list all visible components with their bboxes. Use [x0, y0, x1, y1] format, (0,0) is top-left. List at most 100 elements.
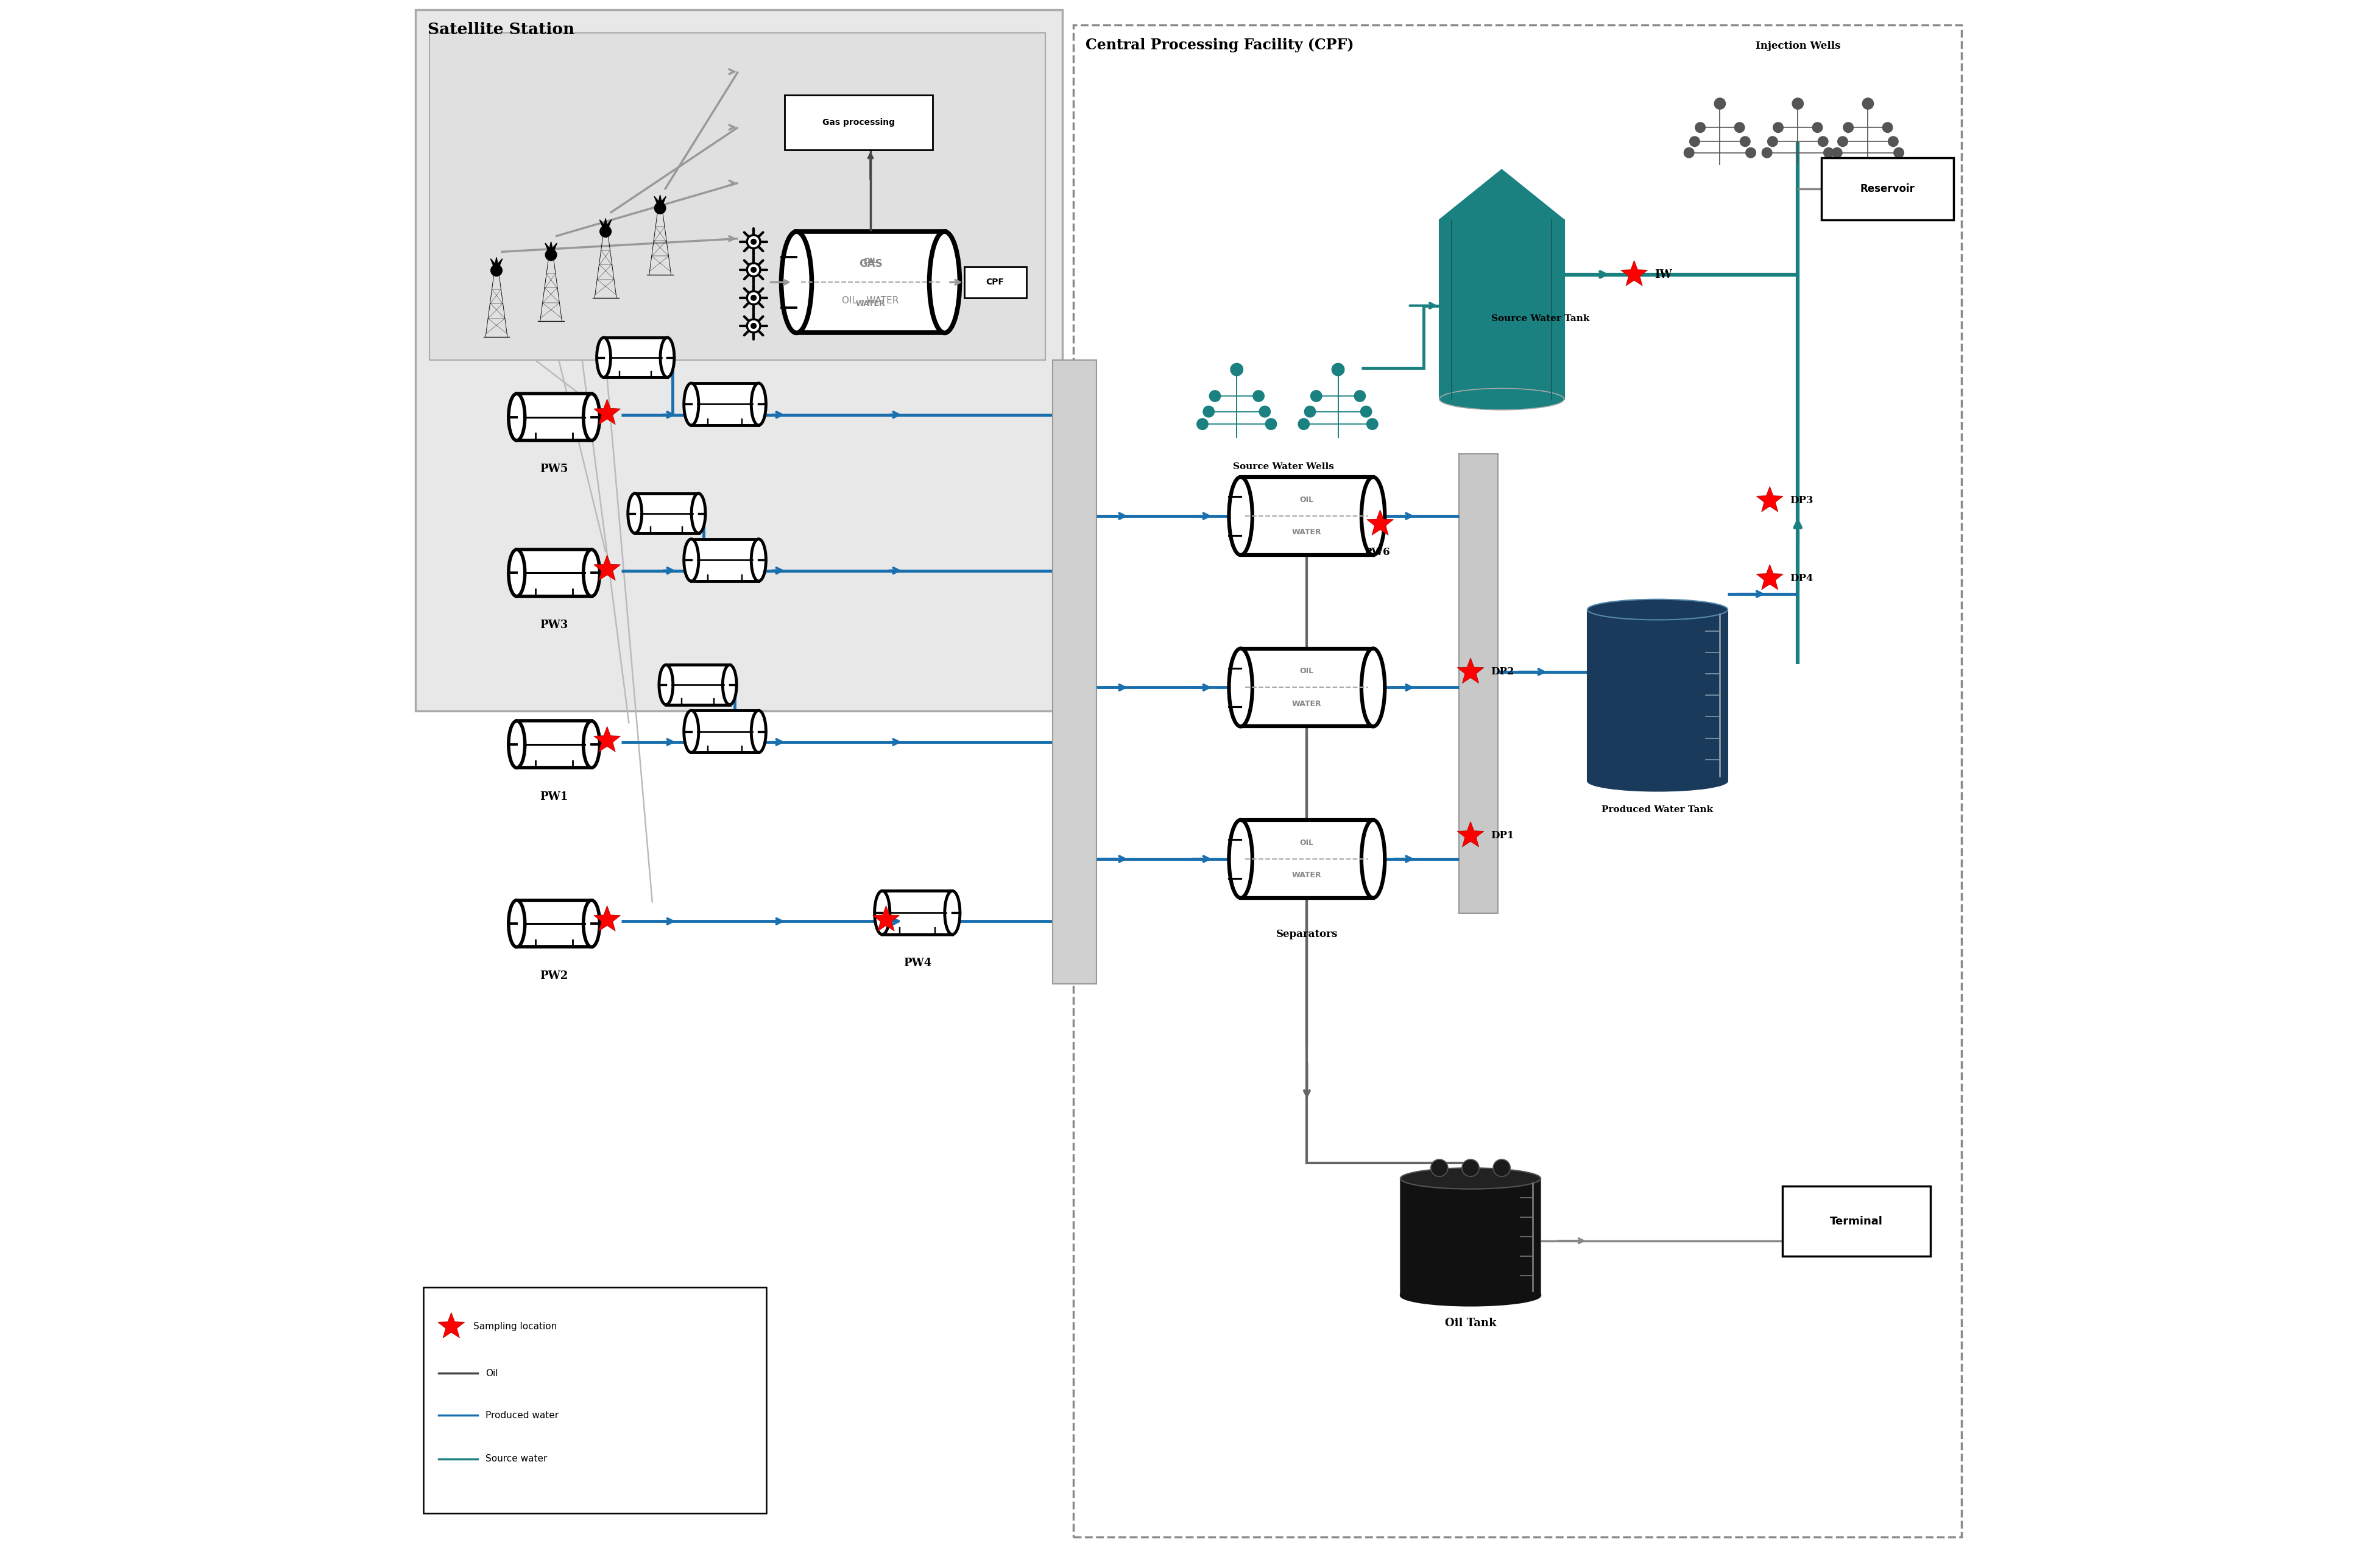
Polygon shape	[657, 195, 662, 206]
Circle shape	[1354, 390, 1366, 401]
Bar	[516, 550, 593, 597]
Ellipse shape	[1228, 476, 1252, 555]
Text: Separators: Separators	[1276, 929, 1338, 939]
Circle shape	[1842, 122, 1854, 133]
Text: DP2: DP2	[1490, 667, 1514, 676]
Polygon shape	[1621, 261, 1647, 286]
Circle shape	[747, 319, 759, 333]
Circle shape	[1814, 122, 1823, 133]
Bar	[1240, 648, 1373, 726]
Ellipse shape	[1399, 1286, 1540, 1306]
Text: DP3: DP3	[1790, 495, 1814, 506]
Circle shape	[747, 291, 759, 305]
Circle shape	[1333, 364, 1345, 376]
Polygon shape	[655, 197, 662, 206]
Polygon shape	[657, 197, 666, 206]
Circle shape	[1768, 136, 1778, 147]
Bar	[1440, 220, 1564, 400]
Circle shape	[1230, 364, 1242, 376]
Circle shape	[752, 295, 757, 300]
Circle shape	[1304, 406, 1316, 417]
Polygon shape	[550, 244, 557, 251]
Circle shape	[1837, 136, 1847, 147]
Text: Oil Tank: Oil Tank	[1445, 1318, 1497, 1329]
Circle shape	[1833, 148, 1842, 158]
Polygon shape	[600, 220, 607, 230]
Circle shape	[1887, 136, 1899, 147]
Circle shape	[1197, 419, 1209, 430]
Ellipse shape	[583, 550, 600, 597]
Circle shape	[1740, 136, 1749, 147]
Bar	[1399, 1178, 1540, 1295]
Polygon shape	[605, 219, 607, 230]
Ellipse shape	[509, 394, 526, 440]
Text: Source Water Wells: Source Water Wells	[1233, 462, 1335, 472]
Ellipse shape	[1228, 820, 1252, 898]
Ellipse shape	[683, 539, 700, 581]
Bar	[1587, 609, 1728, 781]
Ellipse shape	[1587, 770, 1728, 792]
Bar	[635, 494, 697, 533]
Polygon shape	[1756, 486, 1783, 512]
Circle shape	[1894, 148, 1904, 158]
Ellipse shape	[781, 231, 812, 333]
Circle shape	[752, 239, 757, 244]
Ellipse shape	[509, 900, 526, 947]
Text: IW: IW	[1654, 269, 1671, 280]
Ellipse shape	[683, 711, 700, 753]
Ellipse shape	[583, 900, 600, 947]
Circle shape	[1714, 98, 1725, 109]
Text: PW3: PW3	[540, 620, 569, 631]
Ellipse shape	[1361, 476, 1385, 555]
Polygon shape	[1366, 509, 1392, 536]
Bar	[1821, 158, 1954, 220]
Polygon shape	[438, 1312, 464, 1339]
Text: PW2: PW2	[540, 970, 569, 981]
Text: OIL - WATER: OIL - WATER	[843, 297, 900, 306]
Text: OIL: OIL	[1299, 495, 1314, 503]
Circle shape	[1823, 148, 1833, 158]
Bar	[1240, 476, 1373, 555]
Bar	[666, 665, 731, 704]
Ellipse shape	[1440, 389, 1564, 409]
Text: PW6: PW6	[1364, 547, 1390, 558]
Circle shape	[1430, 1159, 1447, 1176]
Circle shape	[1209, 390, 1221, 401]
Text: Injection Wells: Injection Wells	[1756, 41, 1840, 52]
Polygon shape	[593, 400, 621, 425]
Text: Produced water: Produced water	[486, 1410, 559, 1420]
Polygon shape	[1457, 822, 1483, 847]
Ellipse shape	[1361, 648, 1385, 726]
Ellipse shape	[724, 665, 735, 704]
Text: Gas processing: Gas processing	[823, 119, 895, 127]
Circle shape	[600, 226, 612, 237]
Bar	[690, 539, 759, 581]
Bar	[690, 383, 759, 425]
Text: CPF: CPF	[985, 278, 1004, 286]
Ellipse shape	[597, 337, 612, 378]
Bar	[516, 394, 593, 440]
Circle shape	[1361, 406, 1371, 417]
Bar	[416, 9, 1061, 711]
Bar	[1459, 453, 1497, 914]
Bar	[1783, 1186, 1930, 1256]
Text: Reservoir: Reservoir	[1861, 183, 1916, 194]
Circle shape	[1492, 1159, 1511, 1176]
Circle shape	[1266, 419, 1276, 430]
Circle shape	[1252, 390, 1264, 401]
Ellipse shape	[945, 890, 959, 934]
Bar	[1073, 25, 1961, 1537]
Polygon shape	[873, 906, 900, 931]
Bar	[428, 33, 1045, 361]
Circle shape	[1773, 122, 1783, 133]
Text: OIL: OIL	[1299, 839, 1314, 847]
Ellipse shape	[752, 383, 766, 425]
Circle shape	[747, 236, 759, 248]
Ellipse shape	[1361, 820, 1385, 898]
Bar	[1240, 820, 1373, 898]
Ellipse shape	[1587, 600, 1728, 620]
Circle shape	[1685, 148, 1695, 158]
Circle shape	[1792, 98, 1804, 109]
Bar	[785, 95, 933, 150]
Polygon shape	[495, 258, 500, 267]
